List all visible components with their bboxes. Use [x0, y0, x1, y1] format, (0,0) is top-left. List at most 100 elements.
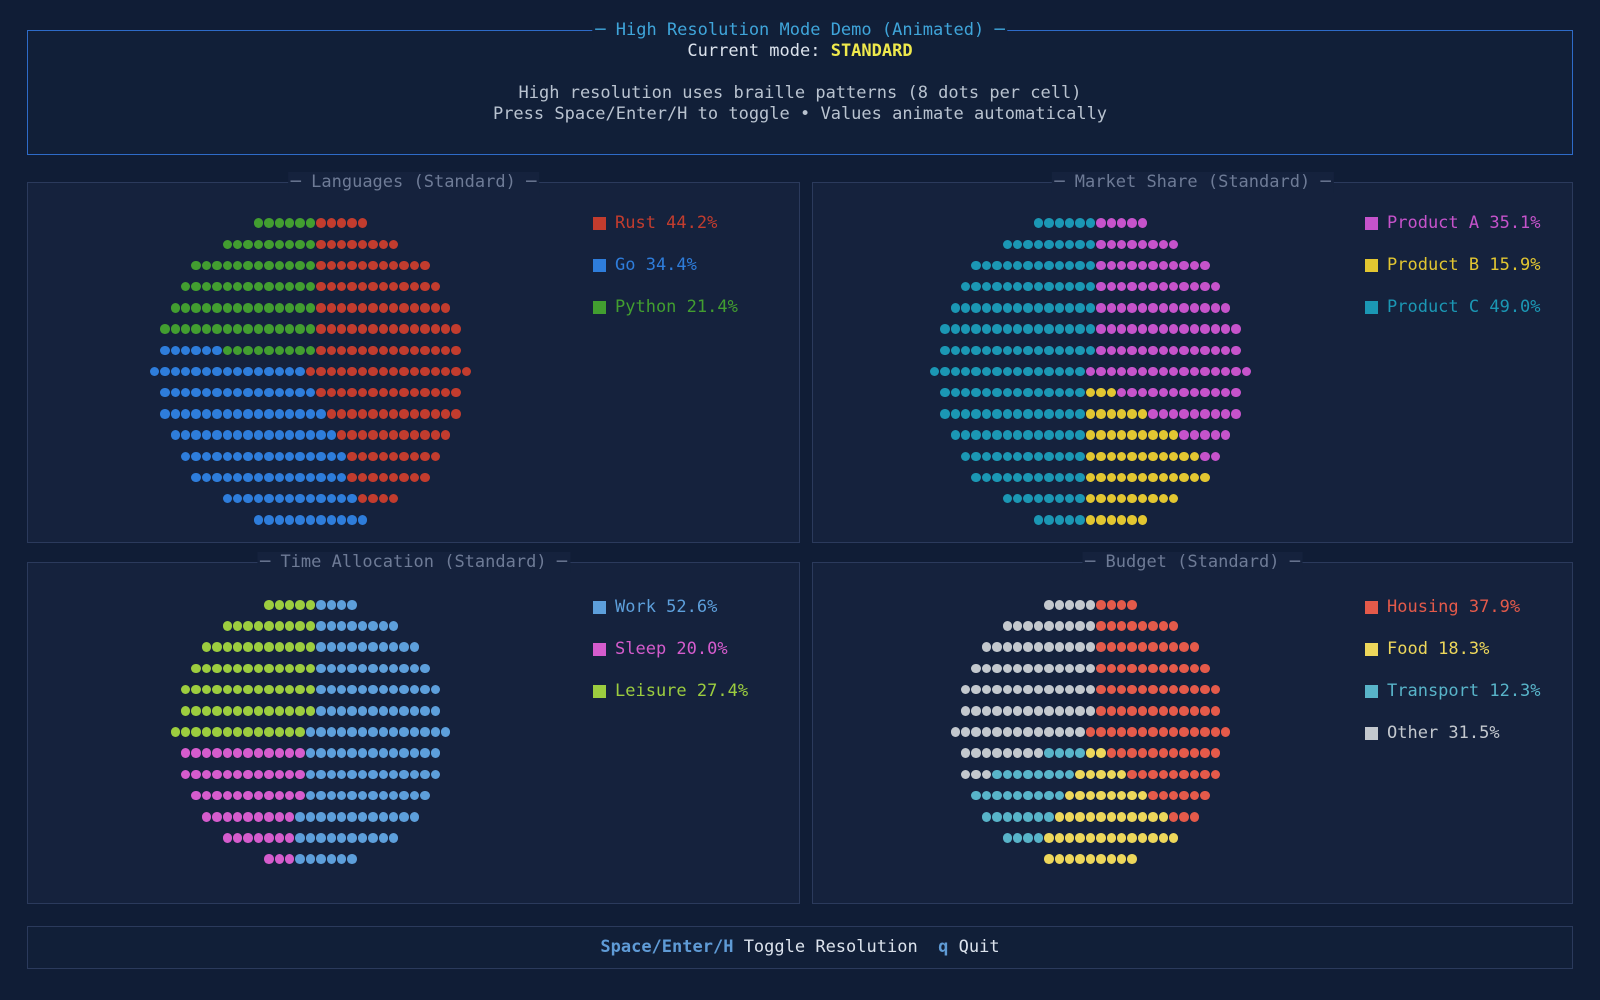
chart-dot: [201, 387, 212, 398]
chart-dot: [243, 642, 253, 652]
chart-dot: [420, 769, 430, 780]
chart-dot: [1127, 642, 1137, 652]
chart-dot: [399, 387, 409, 398]
chart-dot: [274, 387, 285, 398]
chart-dot: [295, 663, 305, 674]
chart-dot: [222, 663, 233, 674]
chart-dot: [420, 706, 430, 716]
chart-dot: [1064, 366, 1075, 377]
chart-dot: [960, 430, 971, 440]
chart-dot: [212, 345, 222, 356]
chart-dot: [295, 642, 305, 652]
chart-dot: [420, 366, 430, 377]
chart-dot: [305, 515, 316, 525]
chart-dot: [191, 684, 201, 695]
chart-dot: [232, 260, 243, 271]
chart-dot: [326, 451, 337, 462]
chart-dot: [316, 303, 326, 313]
chart-dot: [992, 260, 1002, 271]
chart-dot: [1085, 451, 1096, 462]
chart-dot: [960, 366, 971, 377]
chart-dot: [1158, 684, 1169, 695]
chart-dot: [981, 642, 992, 652]
chart-dot: [1085, 324, 1096, 334]
chart-dot: [326, 260, 337, 271]
chart-dot: [264, 833, 274, 843]
legend-label: Transport 12.3%: [1387, 681, 1541, 701]
chart-dot: [440, 303, 451, 313]
legend-item: Product B 15.9%: [1365, 255, 1541, 276]
chart-dot: [222, 430, 233, 440]
chart-dot: [1085, 303, 1096, 313]
chart-dot: [1033, 621, 1044, 631]
chart-dot: [305, 663, 316, 674]
chart-dot: [1012, 366, 1023, 377]
chart-dot: [1064, 663, 1075, 674]
chart-dot: [326, 218, 337, 228]
chart-dot: [1075, 472, 1085, 483]
chart-dot: [212, 366, 222, 377]
chart-dot: [1127, 812, 1137, 822]
chart-dot: [1158, 642, 1169, 652]
chart-dot: [1002, 833, 1013, 843]
chart-dot: [1189, 387, 1200, 398]
chart-dot: [388, 727, 399, 737]
chart-dot: [399, 409, 409, 419]
chart-dot: [243, 706, 253, 716]
chart-dot: [409, 387, 420, 398]
chart-dot: [243, 684, 253, 695]
chart-dot: [1116, 451, 1127, 462]
chart-dot: [253, 663, 264, 674]
chart-dot: [243, 239, 253, 250]
chart-dot: [160, 366, 170, 377]
chart-dot: [1168, 366, 1179, 377]
chart-dot: [1002, 727, 1013, 737]
chart-dot: [149, 366, 160, 377]
chart-dot: [264, 748, 274, 758]
chart-dot: [971, 260, 981, 271]
chart-dot: [399, 324, 409, 334]
chart-dot: [1002, 642, 1013, 652]
chart-dot: [1179, 260, 1189, 271]
chart-dot: [399, 684, 409, 695]
chart-dot: [1002, 748, 1013, 758]
chart-dot: [1054, 345, 1065, 356]
chart-dot: [357, 260, 368, 271]
chart-dot: [1158, 409, 1169, 419]
chart-dot: [253, 366, 264, 377]
chart-dot: [264, 281, 274, 292]
chart-dot: [284, 303, 295, 313]
chart-dot: [222, 387, 233, 398]
chart-dot: [180, 366, 191, 377]
chart-dot: [253, 451, 264, 462]
chart-dot: [1116, 345, 1127, 356]
chart-dot: [1168, 324, 1179, 334]
chart-dot: [399, 727, 409, 737]
chart-dot: [992, 345, 1002, 356]
chart-dot: [336, 706, 347, 716]
chart-dot: [1096, 833, 1106, 843]
chart-dot: [1064, 387, 1075, 398]
chart-dot: [1189, 409, 1200, 419]
chart-dot: [1137, 727, 1148, 737]
chart-dot: [1148, 281, 1158, 292]
chart-dot: [378, 260, 389, 271]
chart-dot: [1044, 345, 1054, 356]
chart-dot: [368, 345, 378, 356]
chart-dot: [1137, 409, 1148, 419]
chart-dot: [357, 281, 368, 292]
chart-dot: [1158, 303, 1169, 313]
chart-dot: [212, 303, 222, 313]
chart-dot: [409, 345, 420, 356]
chart-dot: [1033, 303, 1044, 313]
chart-dot: [451, 409, 461, 419]
chart-dot: [295, 769, 305, 780]
chart-dot: [160, 345, 170, 356]
chart-dot: [1179, 663, 1189, 674]
chart-dot: [420, 451, 430, 462]
chart-dot: [347, 642, 357, 652]
chart-dot: [1200, 345, 1210, 356]
chart-dot: [1023, 303, 1033, 313]
chart-dot: [170, 303, 181, 313]
chart-dot: [1096, 642, 1106, 652]
